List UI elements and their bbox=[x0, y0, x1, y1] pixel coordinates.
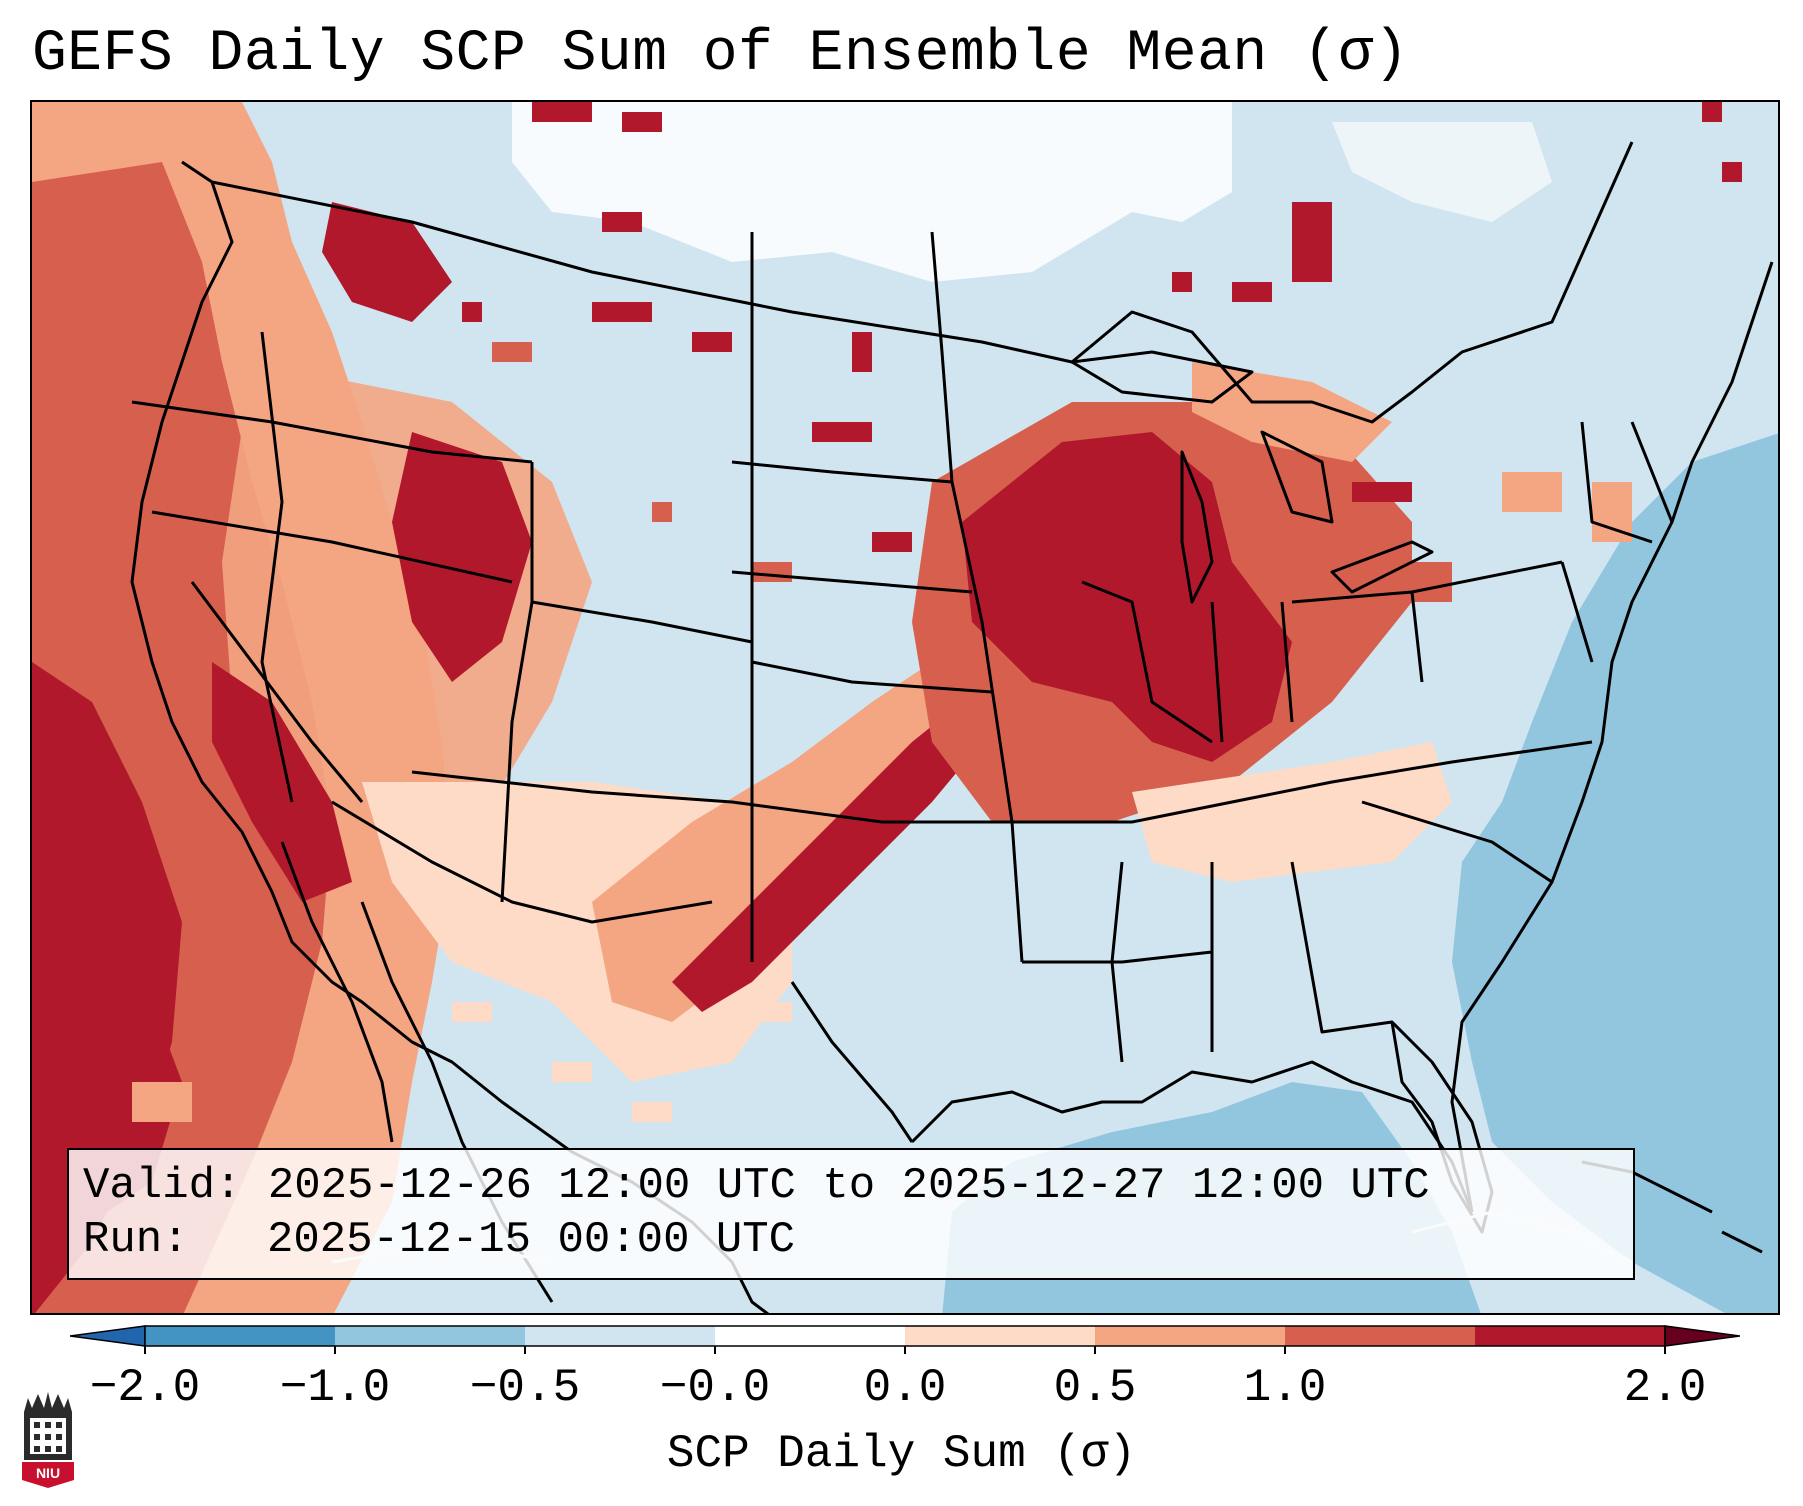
colorbar-segment bbox=[145, 1326, 336, 1346]
positive-great-basin-strong bbox=[392, 432, 532, 682]
colorbar-segment bbox=[715, 1326, 906, 1346]
colorbar-segment bbox=[525, 1326, 716, 1346]
colorbar-tick-label: 1.0 bbox=[1243, 1362, 1327, 1414]
scattered-grid-cells bbox=[132, 102, 1742, 1122]
colorbar-tick-label: 2.0 bbox=[1623, 1362, 1707, 1414]
positive-midwest-strong bbox=[962, 432, 1292, 762]
positive-southern-plains bbox=[592, 622, 1002, 1022]
colorbar-extend-over bbox=[1664, 1325, 1741, 1347]
near-zero-region-north bbox=[512, 102, 1232, 282]
colorbar-extend-under bbox=[69, 1325, 146, 1347]
colorbar-segment bbox=[335, 1326, 526, 1346]
colorbar-tick-label: 0.0 bbox=[863, 1362, 947, 1414]
near-zero-region-northeast bbox=[1332, 122, 1552, 222]
valid-label: Valid: bbox=[83, 1161, 242, 1211]
boundary-lines bbox=[130, 141, 1774, 1313]
colorbar-segment bbox=[1095, 1326, 1286, 1346]
colorbar-tick-label: −2.0 bbox=[89, 1362, 201, 1414]
logo-text: NIU bbox=[36, 1465, 60, 1481]
positive-upper-michigan bbox=[1192, 362, 1392, 462]
valid-value: 2025-12-26 12:00 UTC to 2025-12-27 12:00… bbox=[267, 1161, 1430, 1211]
positive-northwest-strong bbox=[322, 202, 452, 322]
lake-michigan bbox=[1180, 450, 1214, 604]
run-line: Run: 2025-12-15 00:00 UTC bbox=[83, 1214, 795, 1266]
deep-negative-atlantic bbox=[1452, 433, 1778, 1313]
colorbar-tick-label: −0.0 bbox=[659, 1362, 771, 1414]
colorbar bbox=[69, 1318, 1741, 1359]
positive-sierra bbox=[212, 662, 352, 902]
colorbar-tick-label: −0.5 bbox=[469, 1362, 581, 1414]
positive-dryline-strong bbox=[672, 702, 982, 1012]
lake-superior bbox=[1070, 350, 1254, 404]
valid-line: Valid: 2025-12-26 12:00 UTC to 2025-12-2… bbox=[83, 1160, 1430, 1212]
run-label: Run: bbox=[83, 1215, 189, 1265]
colorbar-label: SCP Daily Sum (σ) bbox=[666, 1428, 1137, 1480]
colorbar-tick-label: −1.0 bbox=[279, 1362, 391, 1414]
lake-erie bbox=[1330, 540, 1434, 594]
colorbar-segment bbox=[1475, 1326, 1666, 1346]
atlantic-coast bbox=[1450, 261, 1774, 1213]
chart-title: GEFS Daily SCP Sum of Ensemble Mean (σ) bbox=[32, 22, 1409, 87]
niu-logo: NIU bbox=[22, 1392, 74, 1488]
colorbar-segment bbox=[1285, 1326, 1476, 1346]
colorbar-tick-label: 0.5 bbox=[1053, 1362, 1137, 1414]
lake-huron bbox=[1260, 430, 1334, 524]
valid-time-box: Valid: 2025-12-26 12:00 UTC to 2025-12-2… bbox=[67, 1148, 1635, 1280]
colorbar-svg bbox=[69, 1325, 1741, 1354]
colorbar-segment bbox=[905, 1326, 1096, 1346]
gulf-coast bbox=[910, 1060, 1474, 1213]
positive-ohio-valley-light bbox=[1132, 742, 1452, 882]
map-panel bbox=[30, 100, 1780, 1315]
run-value: 2025-12-15 00:00 UTC bbox=[267, 1215, 796, 1265]
anomaly-map bbox=[32, 102, 1778, 1313]
